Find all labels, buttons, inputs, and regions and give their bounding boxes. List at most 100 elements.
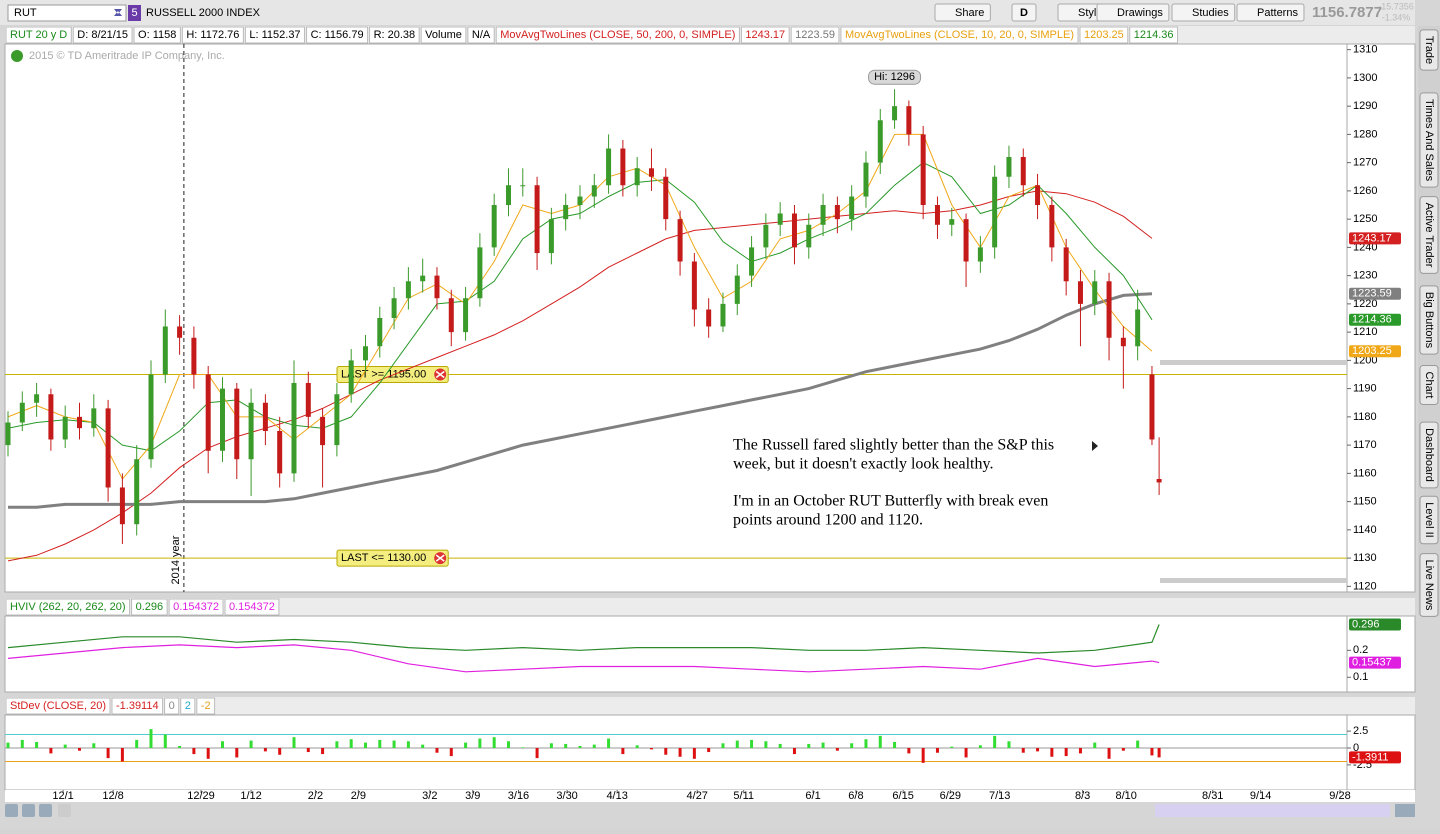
sidebar-tab[interactable]: Live News [1419, 553, 1439, 617]
candle-body [248, 402, 254, 460]
badge-box[interactable] [128, 5, 141, 21]
y-tick-label: 1160 [1353, 467, 1377, 479]
x-tick-label: 12/29 [187, 790, 215, 802]
indicator-line [7, 644, 1160, 673]
value-bubble-label: 1214.36 [1352, 314, 1392, 326]
stdev-bar [935, 748, 939, 753]
stdev-bar [149, 729, 153, 748]
value-bubble [1349, 751, 1401, 764]
sidebar-tab[interactable]: Big Buttons [1419, 285, 1439, 355]
high-label: Hi: 1296 [874, 71, 915, 83]
scroll-end[interactable] [1395, 804, 1415, 817]
candle-body [563, 205, 569, 220]
candle-body [91, 408, 97, 429]
symbol-box[interactable] [7, 4, 127, 22]
toolbar-button-label: Patterns [1257, 7, 1298, 19]
stdev-bar [564, 743, 568, 748]
candle-body [262, 402, 268, 431]
candle-body [677, 219, 683, 262]
sidebar-tab[interactable]: Dashboard [1419, 421, 1439, 489]
header-item: 1223.59 [795, 29, 835, 41]
note-arrow [1092, 441, 1098, 451]
sidebar-tab[interactable]: Chart [1419, 365, 1439, 405]
y-tick-label: 1270 [1353, 157, 1377, 169]
sidebar-tab[interactable]: Level II [1419, 495, 1439, 545]
zoom-controls[interactable] [5, 804, 71, 817]
candle-body [377, 318, 383, 347]
stdev-bar [921, 748, 925, 763]
stdev-bar [678, 748, 682, 757]
candle-body [477, 247, 483, 299]
symbol: RUT [14, 7, 37, 19]
toolbar-button[interactable] [934, 3, 991, 22]
stdev-bar [20, 739, 24, 748]
stdev-bar [635, 745, 639, 748]
scrollbar[interactable] [1155, 804, 1390, 817]
candle-body [505, 185, 511, 206]
value-bubble-label: 1243.17 [1352, 232, 1392, 244]
last-price: 1156.7877 [1312, 4, 1382, 21]
toolbar-button[interactable] [1236, 3, 1305, 22]
stdev-bar [592, 744, 596, 748]
candle-body [348, 360, 354, 395]
stdev-bar [707, 748, 711, 753]
header-box [224, 598, 280, 616]
candle-body [591, 185, 597, 197]
sidebar-tab[interactable]: Times And Sales [1419, 92, 1439, 188]
sidebar-label: Chart [1423, 372, 1435, 399]
candle-body [1135, 309, 1141, 347]
stdev-bar [6, 742, 10, 748]
candle-body [1120, 337, 1126, 347]
header-box [420, 26, 467, 44]
alert-box[interactable] [336, 549, 449, 567]
stdev-bar [392, 740, 396, 748]
x-tick-label: 2/9 [351, 790, 366, 802]
stdev-bar [478, 738, 482, 748]
candle-body [963, 219, 969, 262]
alert-remove-x [435, 370, 445, 379]
stdev-bar [607, 738, 611, 748]
y-tick-label: 1260 [1353, 185, 1377, 197]
sidebar-tab-bg [1419, 285, 1439, 355]
info-icon[interactable] [11, 50, 23, 62]
price-panel [4, 43, 1348, 593]
note-text: points around 1200 and 1120. [733, 512, 923, 529]
toolbar-button[interactable] [1096, 3, 1170, 22]
header-box [790, 26, 840, 44]
header-item: -2 [201, 700, 211, 712]
stdev-bar [63, 744, 67, 748]
candle-body [205, 374, 211, 451]
toolbar-button[interactable] [1011, 3, 1037, 22]
candle-body [648, 168, 654, 177]
note-text: week, but it doesn't exactly look health… [733, 456, 993, 473]
candle-body [1020, 156, 1026, 186]
value-bubble-label: 0.296 [1352, 618, 1380, 630]
value-bubble [1349, 287, 1401, 300]
candle-body [734, 275, 740, 304]
candle-body [219, 388, 225, 451]
header-box [196, 697, 216, 715]
header-item: 0.154372 [173, 601, 219, 613]
y-tick-label: 1280 [1353, 128, 1377, 140]
header-box [740, 26, 790, 44]
candle-body [1006, 156, 1012, 177]
stdev-bar [278, 748, 282, 755]
toolbar-button-label: Drawings [1117, 7, 1163, 19]
toolbar-button[interactable] [1171, 3, 1236, 22]
candle-body [749, 247, 755, 276]
candle-body [977, 247, 983, 262]
sidebar-tab[interactable]: Active Trader [1419, 196, 1439, 274]
candle-body [177, 326, 183, 338]
stdev-bar [864, 739, 868, 748]
copyright: 2015 © TD Ameritrade IP Company, Inc. [29, 50, 225, 62]
x-tick-label: 6/29 [940, 790, 961, 802]
symbol-arrows[interactable] [114, 9, 122, 16]
sidebar-tab[interactable]: Trade [1419, 29, 1439, 71]
y-tick-label: 1150 [1353, 496, 1377, 508]
candle-body [234, 388, 240, 460]
y-tick-label: 1120 [1353, 580, 1377, 592]
candle-body [391, 298, 397, 318]
header-box [1129, 26, 1179, 44]
candle-body [706, 309, 712, 327]
stdev-bar [978, 745, 982, 748]
